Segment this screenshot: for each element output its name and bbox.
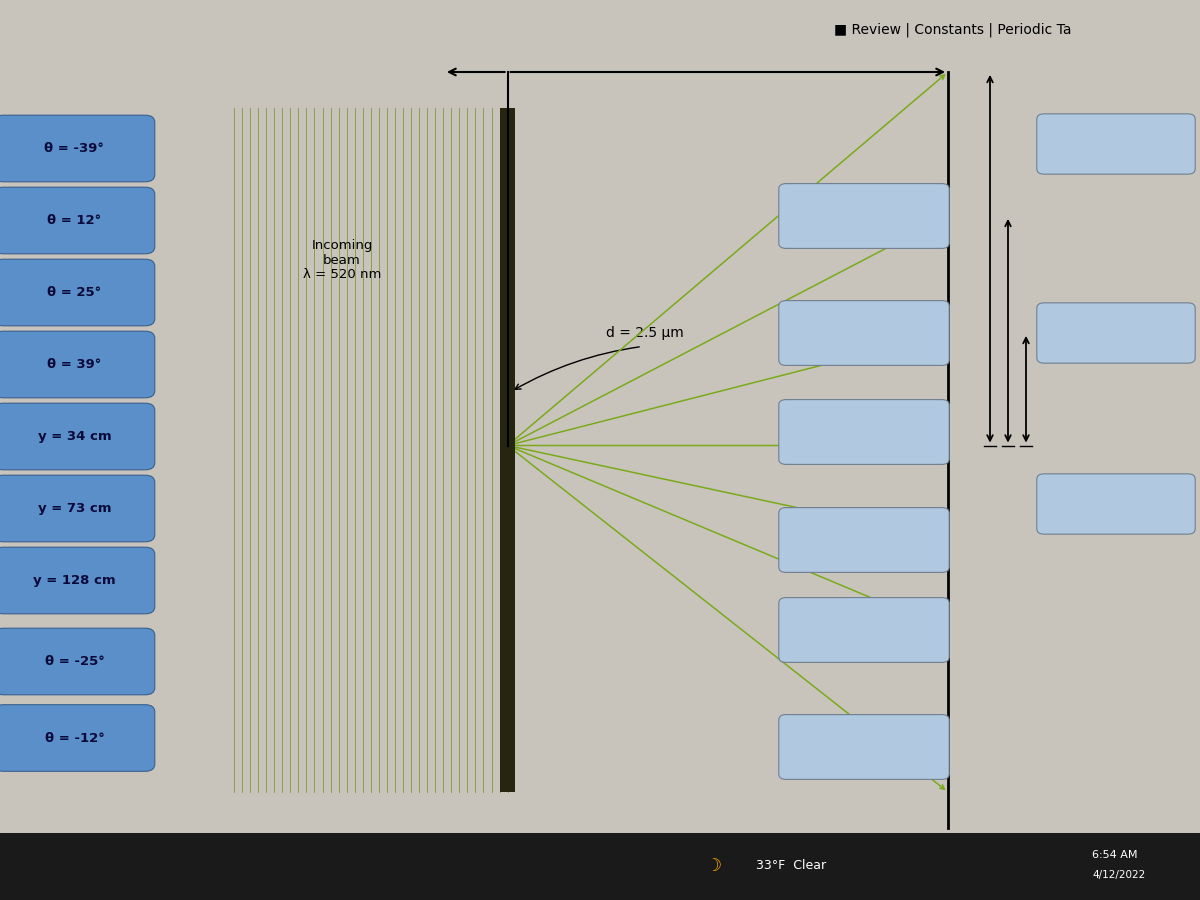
FancyBboxPatch shape <box>1037 473 1195 535</box>
FancyBboxPatch shape <box>779 400 949 464</box>
Text: y = 34 cm: y = 34 cm <box>37 430 112 443</box>
FancyBboxPatch shape <box>779 508 949 572</box>
FancyBboxPatch shape <box>0 187 155 254</box>
Bar <box>500 108 515 792</box>
FancyBboxPatch shape <box>779 598 949 662</box>
Text: 4/12/2022: 4/12/2022 <box>1092 869 1145 880</box>
Text: Incoming
beam
λ = 520 nm: Incoming beam λ = 520 nm <box>302 238 382 282</box>
FancyBboxPatch shape <box>779 184 949 248</box>
Text: y = 128 cm: y = 128 cm <box>34 574 115 587</box>
Text: θ = -25°: θ = -25° <box>44 655 104 668</box>
FancyBboxPatch shape <box>779 715 949 779</box>
Text: θ = 12°: θ = 12° <box>47 214 102 227</box>
FancyBboxPatch shape <box>0 259 155 326</box>
Text: ■ Review | Constants | Periodic Ta: ■ Review | Constants | Periodic Ta <box>834 22 1072 37</box>
Text: θ = 25°: θ = 25° <box>47 286 102 299</box>
FancyBboxPatch shape <box>0 403 155 470</box>
FancyBboxPatch shape <box>0 547 155 614</box>
Text: ☽: ☽ <box>706 857 722 875</box>
FancyBboxPatch shape <box>0 628 155 695</box>
FancyBboxPatch shape <box>1037 302 1195 363</box>
FancyBboxPatch shape <box>0 705 155 771</box>
Text: θ = -39°: θ = -39° <box>44 142 104 155</box>
Text: 33°F  Clear: 33°F Clear <box>756 860 826 872</box>
Text: θ = -12°: θ = -12° <box>44 732 104 744</box>
FancyBboxPatch shape <box>0 115 155 182</box>
Text: 6:54 AM: 6:54 AM <box>1092 850 1138 860</box>
Bar <box>0 832 1200 900</box>
Text: d = 2.5 μm: d = 2.5 μm <box>606 326 684 340</box>
FancyBboxPatch shape <box>0 475 155 542</box>
Text: θ = 39°: θ = 39° <box>47 358 102 371</box>
Text: y = 73 cm: y = 73 cm <box>37 502 112 515</box>
FancyBboxPatch shape <box>779 301 949 365</box>
FancyBboxPatch shape <box>0 331 155 398</box>
FancyBboxPatch shape <box>1037 114 1195 175</box>
